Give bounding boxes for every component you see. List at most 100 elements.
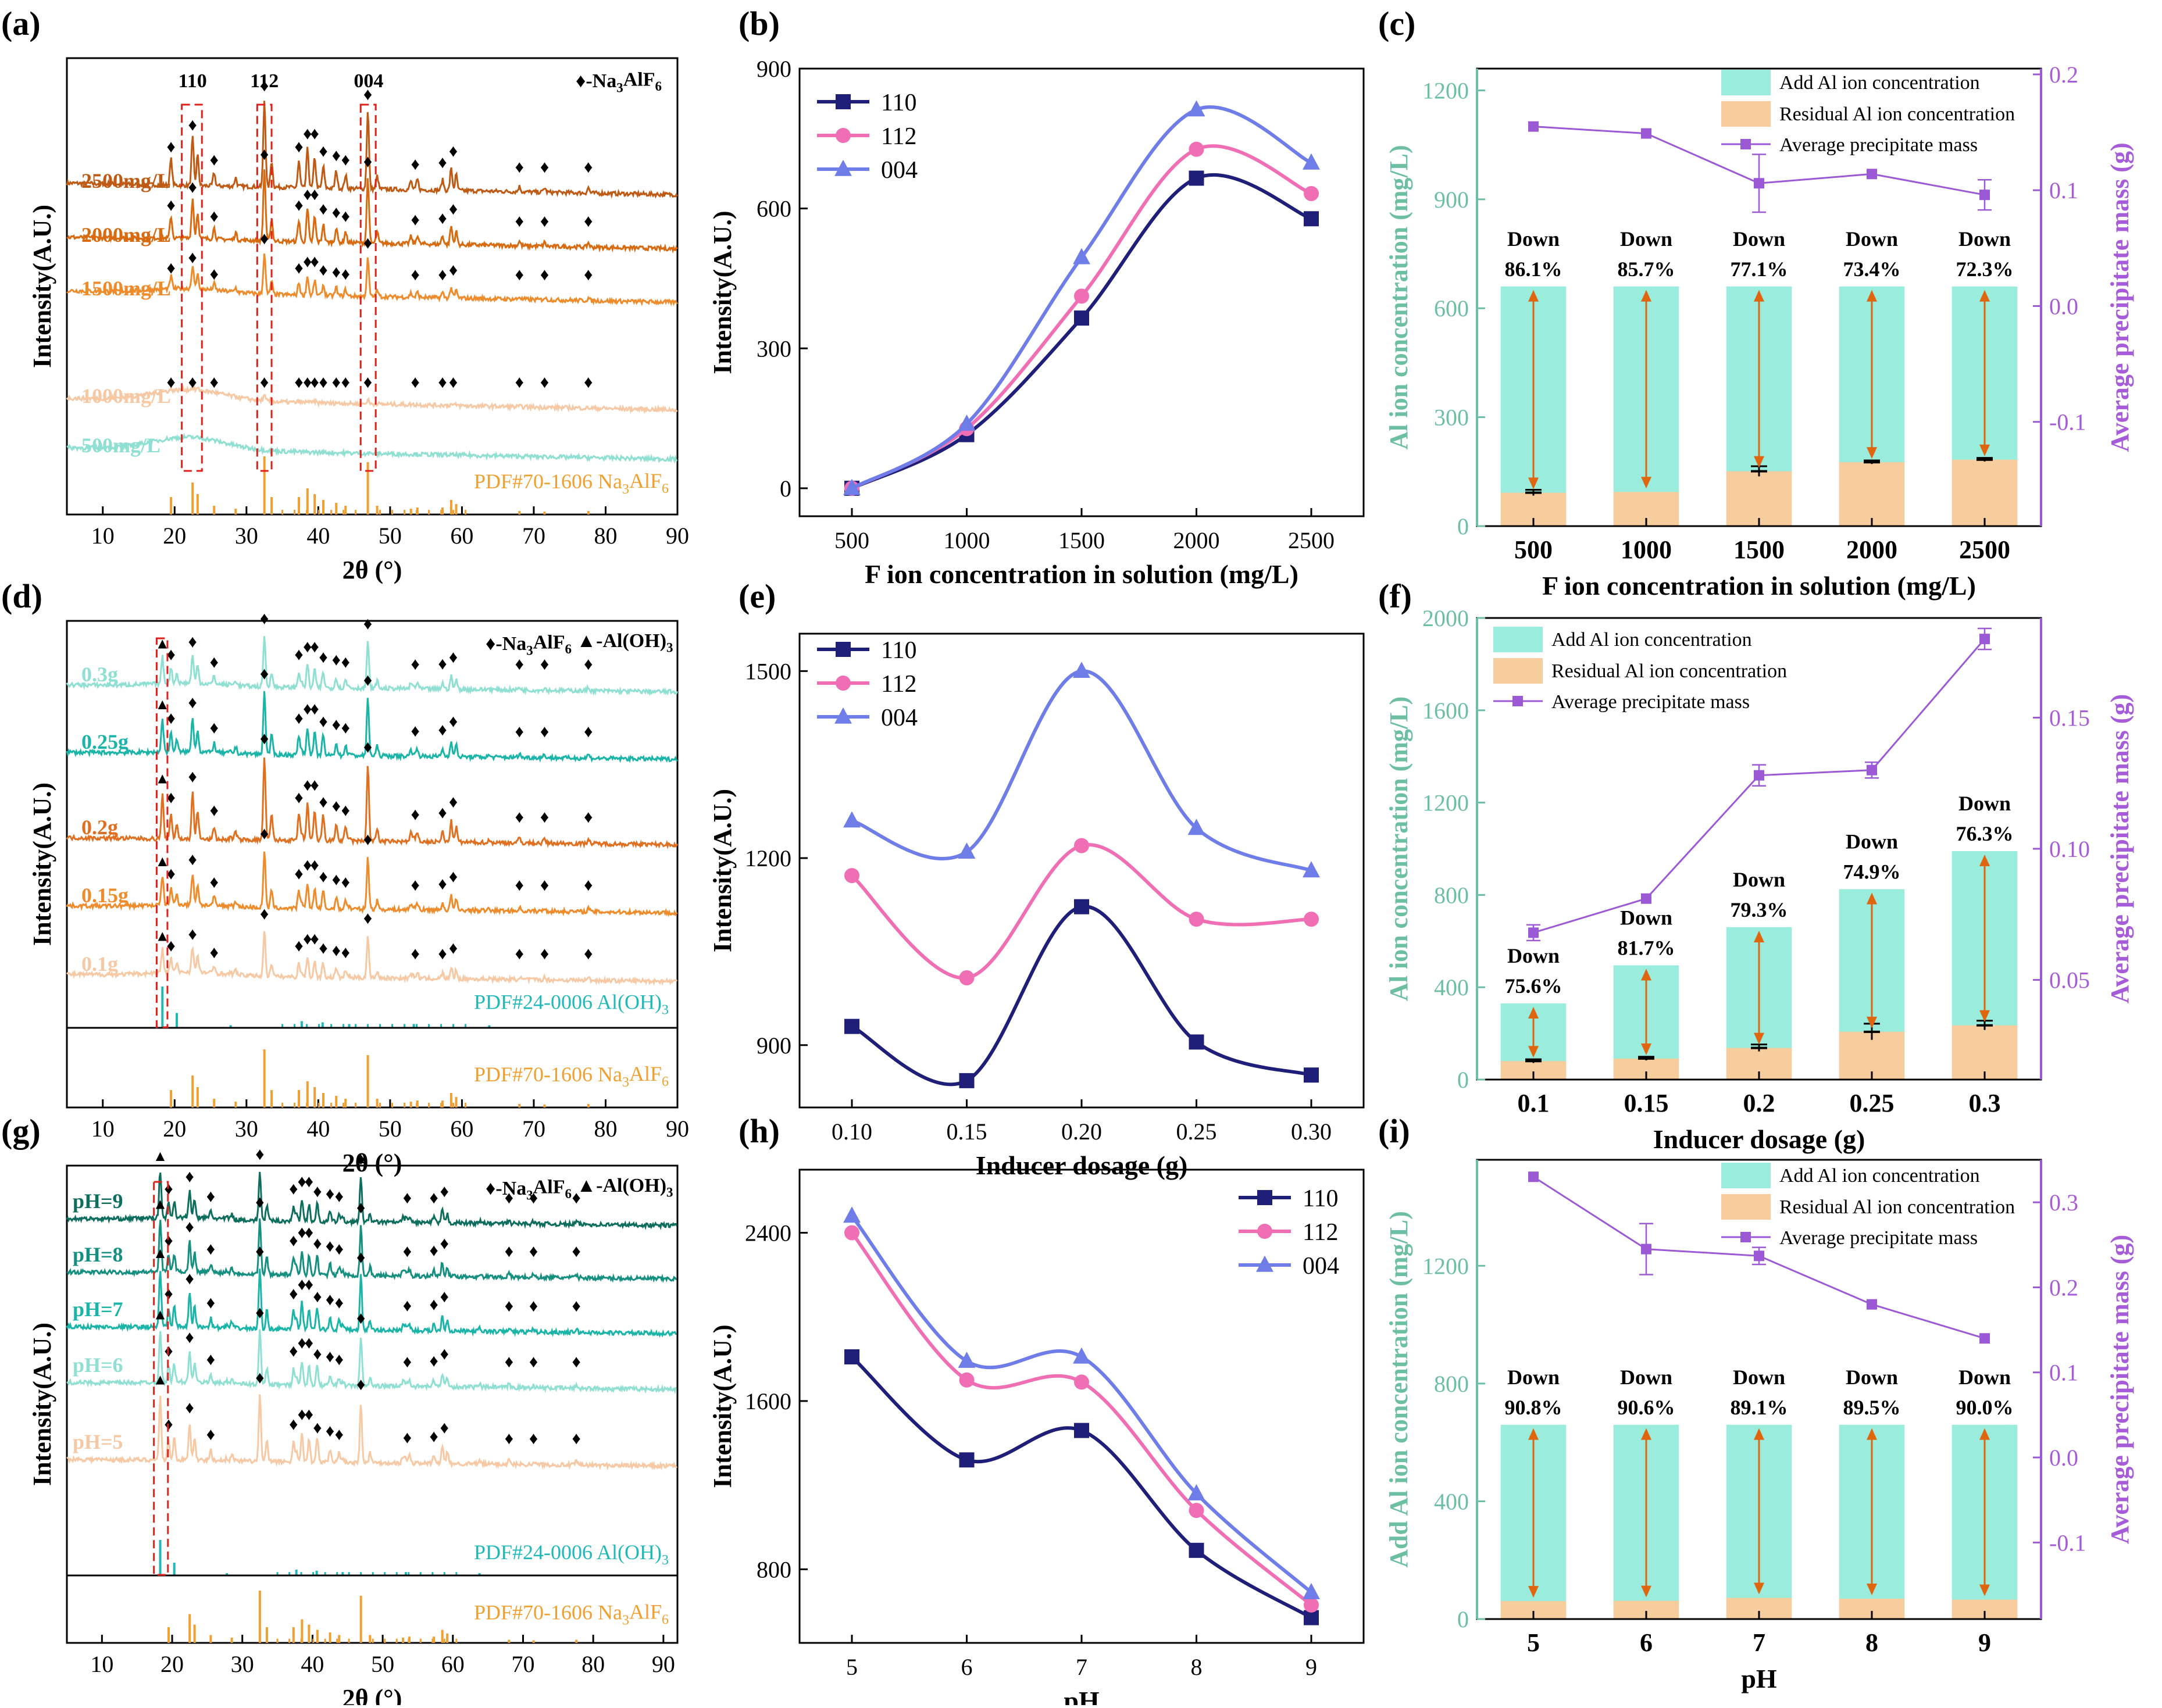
phase-marker-diamond: ♦	[303, 856, 312, 875]
trace-label: 0.15g	[81, 884, 129, 907]
phase-marker-diamond: ♦	[289, 1342, 298, 1361]
y-axis-label: Intensity(A.U.)	[28, 205, 56, 368]
phase-marker-diamond: ♦	[311, 930, 319, 949]
phase-marker-diamond: ♦	[529, 1242, 538, 1261]
phase-marker-diamond: ♦	[319, 260, 327, 280]
data-point-square	[959, 1452, 975, 1468]
phase-marker-diamond: ♦	[341, 719, 350, 738]
y-axis-label: Al ion concentration (mg/L)	[1385, 696, 1413, 1001]
y-right-tick-label: 0.3	[2049, 1189, 2078, 1216]
annotation-word: Down	[1958, 1366, 2011, 1389]
phase-marker-diamond: ♦	[438, 265, 447, 284]
plot-frame	[66, 57, 679, 516]
data-point-circle	[836, 676, 851, 691]
arrow-head	[1641, 477, 1651, 489]
data-point-square	[844, 1349, 859, 1364]
phase-marker-diamond: ♦	[210, 653, 219, 672]
text-span: PDF#24-0006 Al(OH)	[474, 1541, 662, 1564]
legend-text: ♦-Na3AlF6	[576, 69, 662, 95]
phase-marker-diamond: ♦	[430, 1295, 438, 1314]
phase-marker-diamond: ♦	[294, 645, 303, 664]
plot-frame	[798, 1169, 1365, 1644]
y-tick-label: 400	[1434, 974, 1469, 1000]
text-span: AlF	[533, 632, 565, 653]
mass-point	[1641, 128, 1651, 139]
peak-label: 112	[250, 70, 279, 92]
phase-marker-diamond: ♦	[505, 1188, 513, 1207]
annotation-percent: 75.6%	[1505, 974, 1562, 998]
mass-point	[1641, 893, 1651, 904]
arrow-head	[1528, 290, 1539, 302]
x-tick-label: 80	[581, 1651, 605, 1677]
phase-marker-diamond: ♦	[319, 712, 327, 731]
y-right-tick-label: 0.1	[2049, 1360, 2078, 1386]
trace-label: 2500mg/L	[81, 169, 171, 192]
panel-label: (e)	[738, 577, 776, 615]
annotation-word: Down	[1507, 227, 1560, 251]
arrow-head	[1528, 1428, 1539, 1440]
phase-marker-diamond: ♦	[411, 876, 419, 895]
data-point-circle	[1304, 185, 1319, 201]
annotation-percent: 85.7%	[1618, 258, 1675, 281]
phase-marker-diamond: ♦	[332, 941, 341, 960]
line-panel-(b): 0 300 600 900 500 1000 1500 2000 2500 F ion conce…	[708, 56, 1365, 589]
text-span: PDF#70-1606 Na	[474, 1063, 622, 1086]
text-span: ♦-Na	[486, 1178, 526, 1199]
reference-label: PDF#70-1606 Na3AlF6	[474, 1600, 669, 1628]
data-point-triangle	[1303, 861, 1320, 878]
phase-marker-diamond: ♦	[332, 203, 341, 222]
x-axis-label: pH	[1741, 1664, 1777, 1693]
phase-marker-diamond: ♦	[311, 252, 319, 271]
y-tick-label: 1200	[1422, 1253, 1469, 1279]
phase-marker-diamond: ♦	[294, 864, 303, 883]
phase-marker-diamond: ♦	[313, 1344, 322, 1363]
legend-label: 110	[1303, 1185, 1338, 1212]
phase-marker-diamond: ♦	[356, 1309, 365, 1328]
subscript: 3	[526, 644, 533, 658]
mass-point	[1528, 1171, 1539, 1182]
phase-marker-diamond: ♦	[319, 142, 327, 161]
subscript: 3	[622, 1075, 629, 1090]
phase-marker-diamond: ♦	[505, 1242, 513, 1261]
phase-marker-diamond: ♦	[440, 1182, 449, 1201]
annotation-word: Down	[1507, 944, 1560, 967]
bar-panel-(i): Down 90.8% 5 Down 90.6% 6 Down 89.1% 7 Down 89.5% 8…	[1385, 1159, 2134, 1693]
y-tick-label: 0	[780, 476, 791, 502]
data-point-square	[1304, 211, 1319, 227]
data-point-triangle	[1187, 100, 1205, 117]
arrow-head	[1754, 290, 1764, 302]
panel-label: (h)	[738, 1112, 780, 1150]
legend-marker-mass	[1512, 696, 1523, 706]
phase-marker-diamond: ♦	[206, 1425, 215, 1444]
data-point-square	[1189, 1542, 1204, 1558]
legend-label: Residual Al ion concentration	[1551, 660, 1787, 682]
annotation-percent: 77.1%	[1731, 258, 1788, 281]
peak-label: 004	[354, 70, 383, 92]
bar-residual	[1951, 1025, 2018, 1080]
arrow-head	[1528, 1046, 1539, 1058]
text-span: AlF	[533, 1177, 565, 1198]
y-tick-label: 1600	[1422, 698, 1469, 724]
arrow-head	[1867, 290, 1877, 302]
phase-marker-diamond: ♦	[260, 664, 269, 684]
trace-label: 0.2g	[81, 816, 118, 839]
phase-marker-diamond: ♦	[206, 1350, 215, 1369]
phase-marker-diamond: ♦	[255, 1368, 264, 1388]
phase-marker-diamond: ♦	[515, 807, 524, 827]
subscript: 3	[526, 1188, 533, 1203]
x-tick-label: 2000	[1173, 527, 1220, 553]
phase-marker-diamond: ♦	[294, 709, 303, 728]
phase-marker-diamond: ♦	[319, 938, 327, 957]
trace-label: 2000mg/L	[81, 223, 171, 246]
legend-swatch-residual	[1493, 658, 1543, 684]
annotation-percent: 86.1%	[1505, 258, 1562, 281]
x-tick-label: 80	[594, 523, 617, 549]
phase-marker-diamond: ♦	[411, 373, 419, 392]
annotation-word: Down	[1846, 830, 1898, 853]
peak-label: 110	[179, 70, 207, 92]
y-tick-label: 600	[757, 196, 791, 222]
data-point-square	[1257, 1190, 1272, 1205]
phase-marker-diamond: ♦	[332, 796, 341, 816]
phase-marker-triangle: ▲	[153, 1196, 168, 1213]
